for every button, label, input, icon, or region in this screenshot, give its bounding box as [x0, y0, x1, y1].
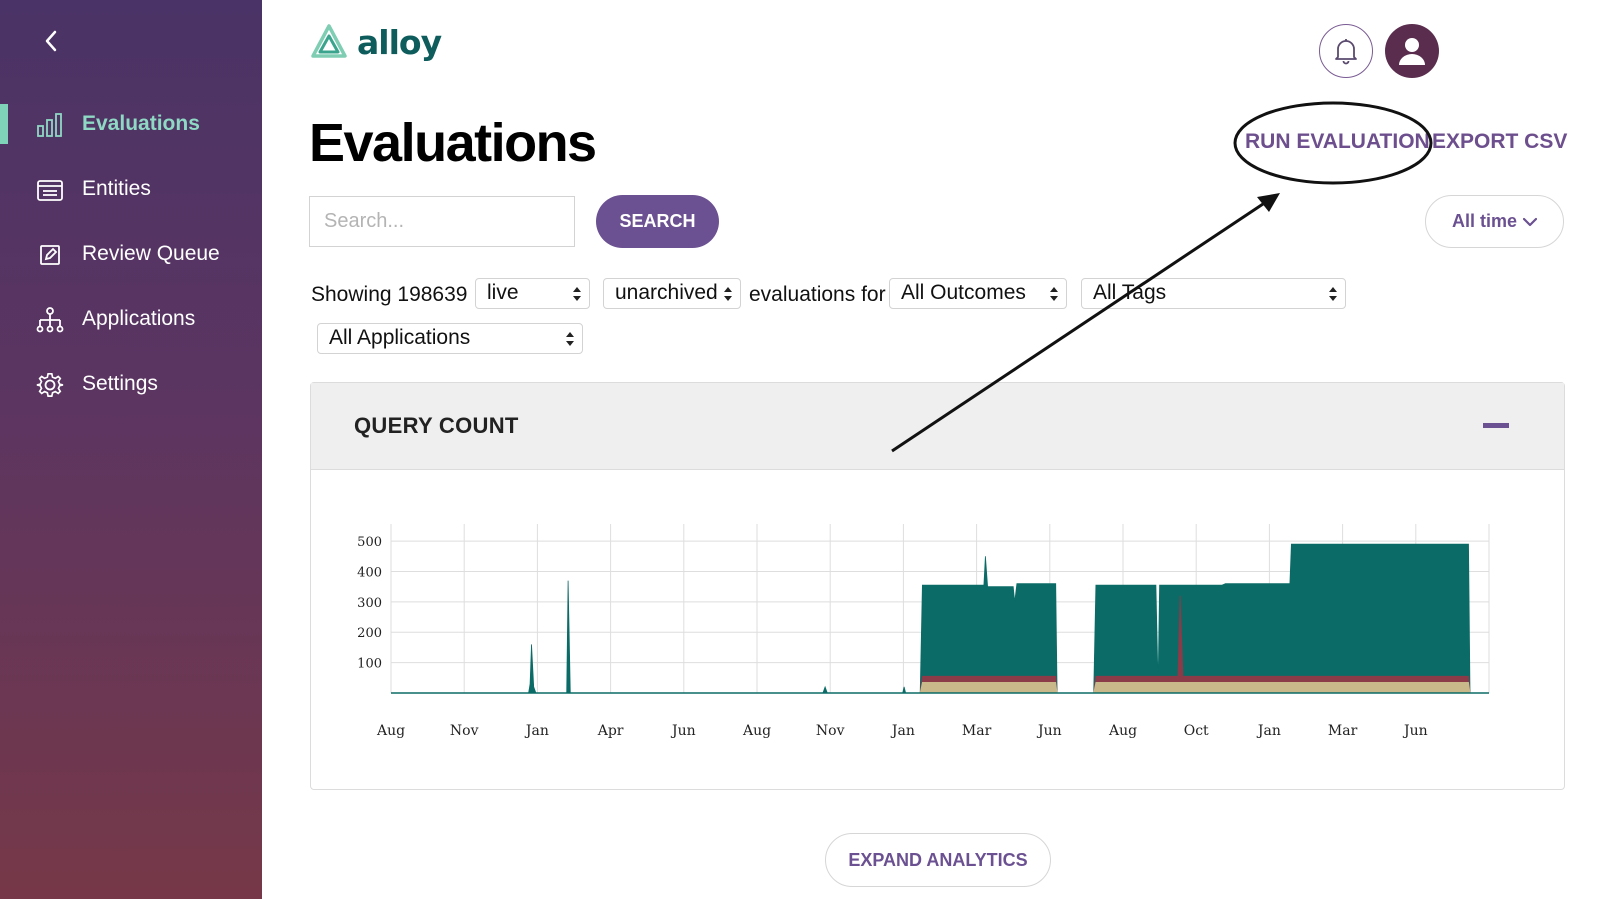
sidebar-item-review-queue[interactable]: Review Queue [0, 232, 262, 276]
applications-value: All Applications [329, 326, 471, 349]
panel-title: QUERY COUNT [354, 413, 519, 438]
query-count-panel: QUERY COUNT 100 200 300 400 500 Aug Nov Jan Apr J… [310, 382, 1565, 790]
y-tick-label: 500 [357, 535, 382, 550]
notifications-button[interactable] [1319, 24, 1373, 78]
sidebar-item-label: Entities [82, 177, 151, 200]
x-tick-label: Aug [742, 723, 771, 739]
x-tick-label: Jan [524, 723, 549, 739]
user-icon [1399, 38, 1425, 65]
tags-value: All Tags [1093, 281, 1167, 304]
environment-value: live [487, 281, 519, 304]
x-tick-label: Jan [890, 723, 915, 739]
sidebar-item-entities[interactable]: Entities [0, 167, 262, 211]
select-arrows-icon [724, 287, 732, 301]
select-arrows-icon [1050, 287, 1058, 301]
x-tick-label: Jan [1256, 723, 1281, 739]
list-card-icon [36, 176, 64, 204]
alloy-logo-icon [311, 24, 347, 58]
panel-header: QUERY COUNT [311, 383, 1564, 470]
run-evaluation-button[interactable]: RUN EVALUATION [1245, 130, 1430, 153]
evaluations-for-text: evaluations for [749, 283, 886, 306]
archive-state-select[interactable]: unarchived [603, 278, 741, 309]
sidebar-item-label: Settings [82, 372, 158, 395]
y-tick-label: 400 [357, 565, 382, 580]
user-avatar-button[interactable] [1385, 24, 1439, 78]
x-tick-label: Apr [597, 723, 624, 739]
hierarchy-icon [36, 306, 64, 334]
sidebar-item-applications[interactable]: Applications [0, 297, 262, 341]
time-range-label: All time [1451, 211, 1517, 231]
sidebar-item-settings[interactable]: Settings [0, 362, 262, 406]
archive-state-value: unarchived [615, 281, 718, 304]
x-tick-label: Oct [1184, 723, 1209, 739]
x-tick-label: Aug [1108, 723, 1137, 739]
x-tick-label: Mar [1328, 723, 1358, 739]
search-input[interactable] [309, 196, 575, 247]
outcomes-select[interactable]: All Outcomes [889, 278, 1067, 309]
environment-select[interactable]: live [475, 278, 590, 309]
x-tick-label: Nov [450, 723, 479, 739]
export-csv-button[interactable]: EXPORT CSV [1432, 130, 1568, 153]
applications-select[interactable]: All Applications [317, 323, 583, 354]
outcomes-value: All Outcomes [901, 281, 1026, 304]
select-arrows-icon [573, 287, 581, 301]
y-tick-label: 100 [357, 657, 382, 672]
x-tick-label: Jun [670, 723, 696, 739]
x-tick-label: Nov [816, 723, 845, 739]
sidebar-item-label: Review Queue [82, 242, 220, 265]
select-arrows-icon [566, 332, 574, 346]
series-area-0 [391, 543, 1471, 694]
select-arrows-icon [1329, 287, 1337, 301]
sidebar-item-evaluations[interactable]: Evaluations [0, 102, 262, 146]
x-tick-label: Jun [1036, 723, 1062, 739]
page-title: Evaluations [309, 113, 597, 173]
edit-icon [36, 241, 64, 269]
logo-text: alloy [357, 22, 442, 62]
alloy-logo[interactable]: alloy [309, 22, 442, 62]
bell-icon [1335, 39, 1357, 65]
tags-select[interactable]: All Tags [1081, 278, 1346, 309]
y-tick-label: 300 [357, 596, 382, 611]
time-range-dropdown[interactable]: All time [1425, 195, 1564, 248]
series-area-2 [391, 682, 1471, 694]
expand-analytics-button[interactable]: EXPAND ANALYTICS [825, 833, 1051, 887]
sidebar-item-label: Applications [82, 307, 196, 330]
chevron-down-icon [1523, 217, 1537, 226]
x-tick-label: Mar [962, 723, 992, 739]
sidebar-item-label: Evaluations [82, 112, 200, 135]
x-tick-label: Aug [376, 723, 405, 739]
showing-count-text: Showing 198639 [311, 283, 468, 306]
gear-icon [36, 371, 64, 399]
collapse-minus-icon[interactable] [1483, 423, 1509, 428]
search-button[interactable]: SEARCH [596, 195, 719, 248]
sidebar: Evaluations Entities Review Queue Applic… [0, 0, 262, 899]
back-chevron-icon[interactable] [36, 26, 66, 56]
bar-chart-icon [36, 111, 64, 139]
x-tick-label: Jun [1402, 723, 1428, 739]
y-tick-label: 200 [357, 626, 382, 641]
query-count-chart: 100 200 300 400 500 Aug Nov Jan Apr Jun Aug Nov Jan M… [357, 524, 1490, 739]
active-indicator [0, 104, 8, 144]
annotation-arrowhead [1257, 193, 1280, 212]
